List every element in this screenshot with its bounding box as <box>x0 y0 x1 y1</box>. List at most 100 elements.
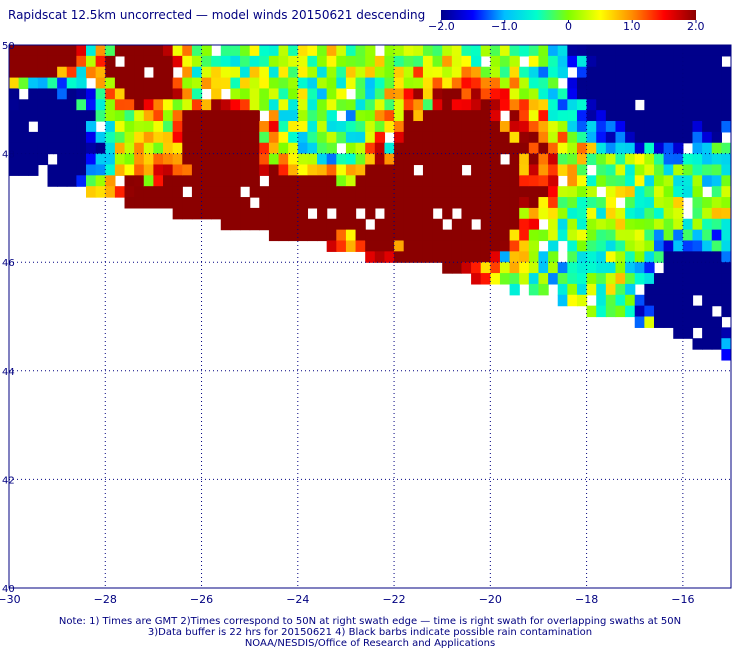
heatmap-cell <box>653 175 665 187</box>
heatmap-cell <box>490 153 501 166</box>
heatmap-cell <box>28 55 39 68</box>
heatmap-cell <box>345 197 357 209</box>
heatmap-cell <box>499 207 511 220</box>
heatmap-cell <box>625 305 636 318</box>
heatmap-cell <box>384 229 395 242</box>
heatmap-cell <box>557 283 568 296</box>
heatmap-cell <box>172 142 183 155</box>
heatmap-cell <box>163 131 174 144</box>
heatmap-cell <box>673 240 684 252</box>
heatmap-cell <box>548 164 559 176</box>
heatmap-cell <box>230 153 241 166</box>
heatmap-cell <box>557 229 568 242</box>
heatmap-cell <box>692 121 703 133</box>
heatmap-cell <box>615 66 626 79</box>
heatmap-cell <box>317 186 328 198</box>
heatmap-cell <box>114 153 126 166</box>
heatmap-cell <box>471 164 482 176</box>
heatmap-cell <box>374 229 386 242</box>
heatmap-cell <box>509 207 520 220</box>
heatmap-cell <box>365 99 376 111</box>
heatmap-cell <box>432 110 443 122</box>
heatmap-cell <box>471 45 482 57</box>
heatmap-cell <box>37 55 49 68</box>
heatmap-cell <box>355 153 366 166</box>
heatmap-cell <box>711 186 722 198</box>
heatmap-cell <box>644 121 655 133</box>
heatmap-cell <box>509 88 520 100</box>
heatmap-cell <box>653 240 665 252</box>
heatmap-cell <box>259 121 270 133</box>
heatmap-cell <box>625 283 636 296</box>
heatmap-cell <box>57 164 68 176</box>
heatmap-cell <box>240 164 251 176</box>
heatmap-cell <box>605 88 617 100</box>
heatmap-cell <box>634 251 645 263</box>
heatmap-cell <box>451 77 463 90</box>
heatmap-cell <box>66 164 77 176</box>
heatmap-cell <box>413 251 424 263</box>
heatmap-cell <box>557 273 568 285</box>
heatmap-cell <box>37 110 49 122</box>
heatmap-cell <box>326 99 337 111</box>
heatmap-cell <box>268 142 280 155</box>
heatmap-cell <box>625 121 636 133</box>
heatmap-cell <box>105 164 116 176</box>
heatmap-cell <box>191 153 203 166</box>
heatmap-cell <box>605 99 617 111</box>
heatmap-cell <box>57 175 68 187</box>
heatmap-cell <box>403 229 414 242</box>
heatmap-cell <box>605 305 617 318</box>
heatmap-cell <box>634 153 645 166</box>
heatmap-cell <box>596 45 607 57</box>
heatmap-cell <box>509 142 520 155</box>
heatmap-cell <box>509 110 520 122</box>
heatmap-cell <box>490 262 501 274</box>
x-tick-label: −18 <box>575 593 598 606</box>
heatmap-cell <box>278 164 289 176</box>
heatmap-cell <box>653 88 665 100</box>
heatmap-cell <box>124 66 135 79</box>
heatmap-cell <box>528 175 540 187</box>
heatmap-cell <box>422 77 434 90</box>
heatmap-cell <box>557 164 568 176</box>
heatmap-cell <box>461 45 472 57</box>
heatmap-cell <box>230 77 241 90</box>
heatmap-cell <box>86 110 97 122</box>
heatmap-cell <box>480 164 491 176</box>
heatmap-cell <box>37 99 49 111</box>
heatmap-cell <box>644 45 655 57</box>
heatmap-cell <box>374 197 386 209</box>
heatmap-cell <box>721 99 731 111</box>
heatmap-cell <box>201 77 212 90</box>
heatmap-cell <box>663 55 674 68</box>
heatmap-cell <box>163 45 174 57</box>
heatmap-cell <box>451 229 463 242</box>
heatmap-cell <box>317 77 328 90</box>
heatmap-cell <box>576 55 588 68</box>
heatmap-cell <box>625 88 636 100</box>
heatmap-cell <box>721 218 731 231</box>
heatmap-cell <box>519 88 530 100</box>
heatmap-cell <box>134 110 145 122</box>
heatmap-cell <box>413 66 424 79</box>
heatmap-cell <box>220 197 232 209</box>
heatmap-cell <box>143 99 154 111</box>
heatmap-cell <box>66 88 77 100</box>
heatmap-cell <box>625 110 636 122</box>
heatmap-cell <box>307 77 318 90</box>
heatmap-cell <box>374 99 386 111</box>
heatmap-cell <box>422 240 434 252</box>
heatmap-cell <box>384 121 395 133</box>
heatmap-cell <box>576 131 588 144</box>
heatmap-cell <box>153 121 164 133</box>
heatmap-cell <box>499 164 511 176</box>
heatmap-cell <box>268 164 280 176</box>
heatmap-cell <box>172 77 183 90</box>
heatmap-cell <box>307 218 318 231</box>
heatmap-cell <box>143 175 154 187</box>
heatmap-cell <box>605 153 617 166</box>
heatmap-cell <box>538 164 549 176</box>
heatmap-cell <box>336 77 347 90</box>
heatmap-cell <box>336 207 347 220</box>
